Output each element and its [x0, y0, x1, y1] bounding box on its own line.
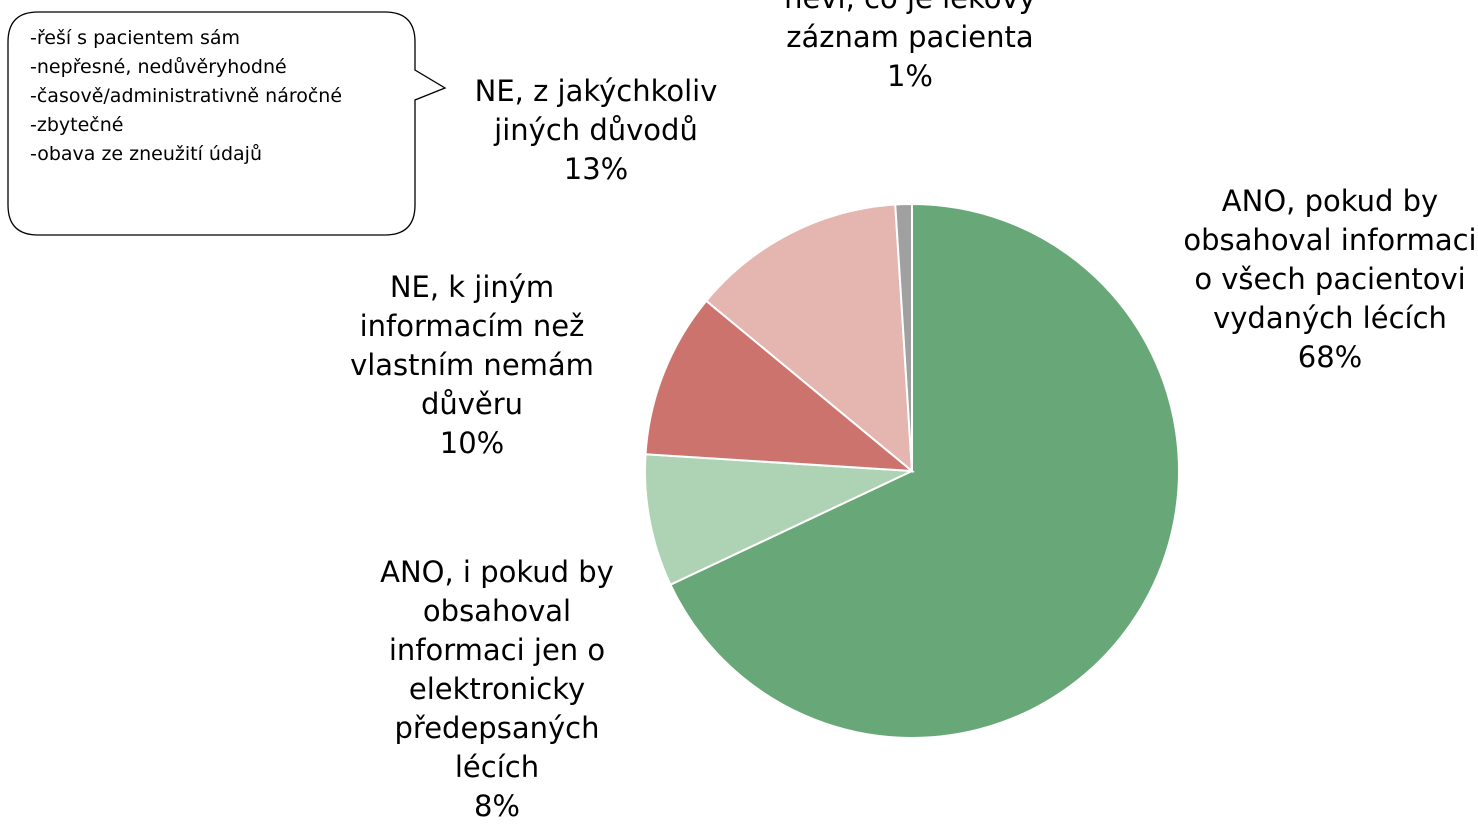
callout-text: -řeší s pacientem sám -nepřesné, nedůvěry…: [30, 24, 385, 169]
callout-item: -nepřesné, nedůvěryhodné: [30, 56, 287, 78]
callout-item: -zbytečné: [30, 114, 124, 136]
value-label: 13%: [563, 152, 629, 186]
pie-slice: [669, 202, 1180, 739]
category-label: ANO, i pokud by obsahoval informaci jen …: [380, 555, 614, 784]
value-label: 10%: [439, 426, 505, 460]
pie-slice: [644, 299, 916, 473]
slice-label: ANO, pokud by obsahoval informaci o všec…: [1182, 182, 1478, 377]
value-label: 68%: [1297, 340, 1363, 374]
category-label: ANO, pokud by obsahoval informaci o všec…: [1183, 184, 1477, 335]
category-label: NE, k jiným informacím než vlastním nemá…: [350, 270, 594, 421]
slice-label: ANO, i pokud by obsahoval informaci jen …: [355, 553, 640, 826]
slice-label: NE, z jakýchkoliv jiných důvodů 13%: [444, 72, 749, 189]
value-label: 8%: [473, 789, 520, 823]
category-label: NE, z jakýchkoliv jiných důvodů: [474, 74, 718, 147]
slice-label: NE, k jiným informacím než vlastním nemá…: [327, 268, 617, 463]
pie-slice: [644, 453, 913, 587]
slice-label: neví, co je lékový záznam pacienta 1%: [780, 0, 1040, 96]
callout-item: -časově/administrativně náročné: [30, 85, 343, 107]
callout-item: -řeší s pacientem sám: [30, 27, 240, 49]
category-label: neví, co je lékový záznam pacienta: [784, 0, 1036, 54]
value-label: 1%: [886, 59, 933, 93]
callout-item: -obava ze zneužití údajů: [30, 143, 262, 165]
callout: [7, 11, 447, 236]
pie-slice: [704, 203, 914, 474]
pie-slice: [894, 202, 913, 472]
